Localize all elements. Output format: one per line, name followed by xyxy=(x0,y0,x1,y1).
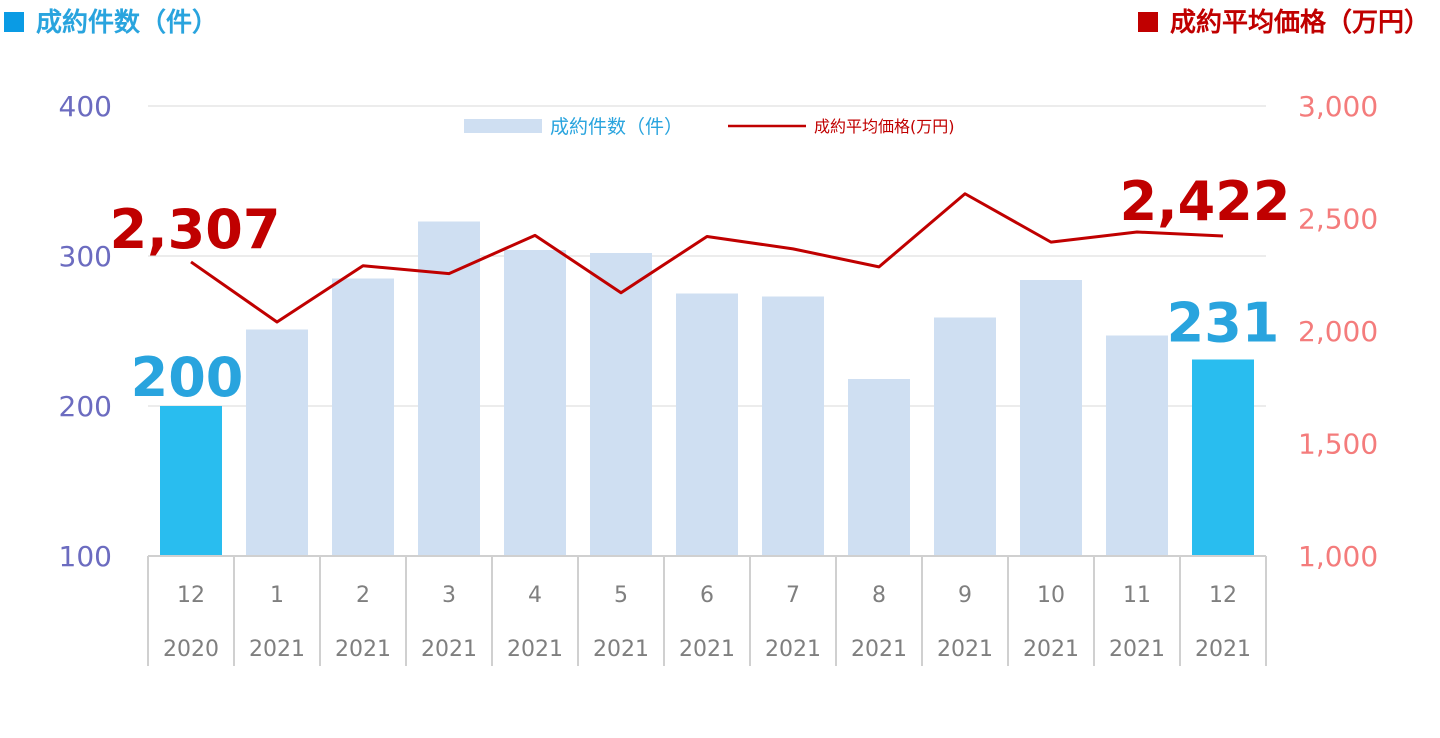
month-tick-label: 3 xyxy=(442,583,456,608)
year-tick-label: 2020 xyxy=(163,637,219,662)
right-axis-header: 成約平均価格（万円） xyxy=(1137,2,1430,39)
right-axis-tick-label: 2,500 xyxy=(1298,203,1378,236)
year-tick-label: 2021 xyxy=(335,637,391,662)
right-axis-header-label: 成約平均価格（万円） xyxy=(1169,8,1430,38)
count-bar xyxy=(1106,335,1168,556)
left-axis-tick-label: 200 xyxy=(59,390,112,423)
left-axis-header: 成約件数（件） xyxy=(4,2,218,39)
count-last-label: 231 xyxy=(1167,292,1280,355)
month-tick-label: 12 xyxy=(177,583,205,608)
year-tick-label: 2021 xyxy=(851,637,907,662)
count-bar xyxy=(160,406,222,556)
count-bar xyxy=(676,293,738,556)
count-bar xyxy=(332,278,394,556)
year-tick-label: 2021 xyxy=(507,637,563,662)
month-tick-label: 4 xyxy=(528,583,542,608)
year-tick-label: 2021 xyxy=(421,637,477,662)
year-tick-label: 2021 xyxy=(679,637,735,662)
right-axis-tick-label: 1,500 xyxy=(1298,428,1378,461)
month-tick-label: 5 xyxy=(614,583,628,608)
year-tick-label: 2021 xyxy=(593,637,649,662)
right-axis-tick-label: 3,000 xyxy=(1298,90,1378,123)
month-tick-label: 10 xyxy=(1037,583,1065,608)
price-line xyxy=(190,192,1224,324)
count-bar xyxy=(1020,280,1082,556)
price-last-label: 2,422 xyxy=(1120,170,1291,233)
month-tick-label: 9 xyxy=(958,583,972,608)
month-tick-label: 6 xyxy=(700,583,714,608)
right-axis-tick-label: 1,000 xyxy=(1298,540,1378,573)
year-tick-label: 2021 xyxy=(1195,637,1251,662)
count-bar xyxy=(762,296,824,556)
month-tick-label: 7 xyxy=(786,583,800,608)
count-bar xyxy=(590,253,652,556)
count-bar xyxy=(504,250,566,556)
count-bar xyxy=(1192,359,1254,556)
month-tick-label: 12 xyxy=(1209,583,1237,608)
month-tick-label: 2 xyxy=(356,583,370,608)
count-bar xyxy=(418,221,480,556)
month-tick-label: 1 xyxy=(270,583,284,608)
price-square-icon xyxy=(1137,12,1158,32)
year-tick-label: 2021 xyxy=(765,637,821,662)
left-axis-header-label: 成約件数（件） xyxy=(36,8,219,38)
left-axis-tick-label: 300 xyxy=(59,240,112,273)
left-axis-tick-label: 100 xyxy=(59,540,112,573)
count-square-icon xyxy=(4,12,24,32)
year-tick-label: 2021 xyxy=(249,637,305,662)
legend-bar-label: 成約件数（件） xyxy=(550,116,683,138)
left-axis-tick-label: 400 xyxy=(59,90,112,123)
legend-line-label: 成約平均価格(万円) xyxy=(814,117,955,136)
month-tick-label: 8 xyxy=(872,583,886,608)
year-tick-label: 2021 xyxy=(937,637,993,662)
count-bar xyxy=(934,317,996,556)
count-bar xyxy=(246,329,308,556)
month-tick-label: 11 xyxy=(1123,583,1151,608)
right-axis-tick-label: 2,000 xyxy=(1298,315,1378,348)
year-tick-label: 2021 xyxy=(1109,637,1165,662)
price-first-label: 2,307 xyxy=(110,198,281,261)
count-bar xyxy=(848,379,910,556)
year-tick-label: 2021 xyxy=(1023,637,1079,662)
legend-bar-swatch xyxy=(464,119,542,133)
count-first-label: 200 xyxy=(131,346,244,409)
